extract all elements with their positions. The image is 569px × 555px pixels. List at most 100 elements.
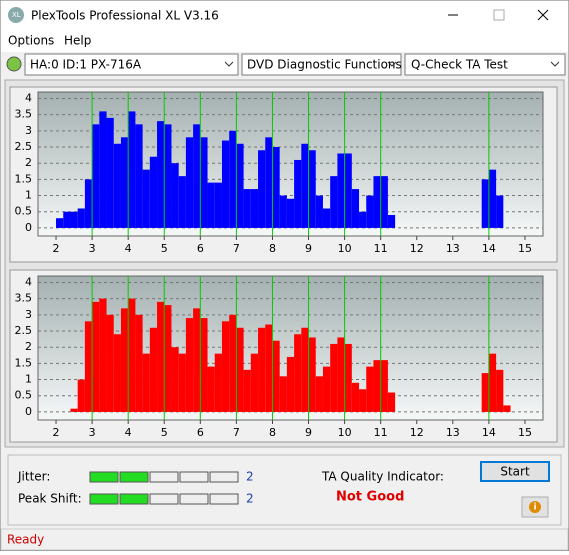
- bar: [344, 153, 352, 228]
- x-tick-label: 4: [125, 426, 132, 439]
- maximize-button[interactable]: [493, 9, 505, 21]
- x-tick-label: 5: [161, 426, 168, 439]
- status-text: Ready: [7, 533, 44, 547]
- x-tick-label: 3: [89, 242, 96, 255]
- indicator-lit: [119, 493, 149, 505]
- indicator-off: [179, 471, 209, 483]
- bar: [272, 340, 280, 412]
- bar: [135, 314, 143, 412]
- drive-dropdown[interactable]: [24, 53, 239, 76]
- bar: [359, 211, 367, 228]
- x-tick-label: 12: [410, 426, 424, 439]
- y-tick-label: 2: [25, 156, 32, 169]
- bar: [99, 111, 107, 228]
- indicator-off: [179, 493, 209, 505]
- menu-item[interactable]: Options: [8, 34, 54, 48]
- x-tick-label: 3: [89, 426, 96, 439]
- bar: [149, 327, 158, 412]
- bar: [258, 150, 266, 228]
- indicator-lit: [119, 471, 149, 483]
- y-tick-label: 1.5: [15, 356, 33, 369]
- bar: [236, 327, 244, 412]
- bar: [279, 376, 287, 412]
- x-tick-label: 13: [446, 242, 460, 255]
- x-tick-label: 15: [518, 426, 532, 439]
- indicator-lit: [89, 493, 119, 505]
- bar: [229, 130, 237, 228]
- x-tick-label: 10: [338, 426, 352, 439]
- bar: [120, 308, 129, 412]
- bar: [481, 179, 489, 228]
- bar: [142, 353, 150, 412]
- bar: [272, 147, 280, 228]
- app-icon-glyph: XL: [12, 11, 21, 19]
- bar: [481, 373, 489, 412]
- y-tick-label: 2: [25, 340, 32, 353]
- x-tick-label: 9: [305, 242, 312, 255]
- bar: [488, 169, 497, 228]
- bar: [308, 150, 316, 228]
- x-tick-label: 10: [338, 242, 352, 255]
- function-dropdown[interactable]: [241, 53, 402, 76]
- bar: [113, 143, 121, 228]
- bar: [185, 318, 194, 412]
- bar: [250, 189, 259, 228]
- bar: [294, 159, 302, 228]
- dropdown-arrow: [550, 61, 560, 67]
- y-tick-label: 1: [25, 373, 32, 386]
- bar: [301, 143, 309, 228]
- y-tick-label: 3: [25, 124, 32, 137]
- bar: [258, 327, 266, 412]
- jitter-label: Jitter:: [17, 470, 50, 484]
- x-tick-label: 6: [197, 242, 204, 255]
- indicator-off: [149, 493, 179, 505]
- menu-item[interactable]: Help: [64, 34, 91, 48]
- bar: [315, 195, 323, 228]
- x-tick-label: 2: [53, 426, 60, 439]
- y-tick-label: 0: [25, 405, 32, 418]
- indicator-lit: [89, 471, 119, 483]
- y-tick-label: 2.5: [15, 324, 33, 337]
- bar: [488, 353, 497, 412]
- x-tick-label: 14: [482, 242, 496, 255]
- bar: [250, 353, 259, 412]
- indicator-off: [149, 471, 179, 483]
- y-tick-label: 4: [25, 275, 32, 288]
- bar: [496, 195, 504, 228]
- close-button[interactable]: [537, 9, 549, 21]
- bar: [265, 137, 273, 228]
- bar: [344, 343, 352, 412]
- bar: [128, 298, 136, 412]
- start-button-label: Start: [500, 465, 530, 479]
- bar: [330, 343, 338, 412]
- bar: [359, 389, 367, 412]
- info-icon: [529, 501, 541, 513]
- bar: [366, 195, 374, 228]
- bar: [337, 153, 345, 228]
- result-panel: [7, 454, 562, 526]
- bar: [214, 353, 222, 412]
- bar: [70, 408, 78, 412]
- bar: [200, 318, 208, 412]
- start-button[interactable]: [480, 461, 550, 482]
- bar: [351, 189, 360, 228]
- test-label: Q-Check TA Test: [411, 58, 508, 72]
- bar: [387, 214, 396, 228]
- bar: [171, 347, 179, 412]
- y-tick-label: 2.5: [15, 140, 33, 153]
- test-dropdown[interactable]: [404, 53, 566, 76]
- bar: [56, 218, 64, 228]
- bar: [99, 298, 107, 412]
- bar: [243, 369, 251, 412]
- bar: [128, 111, 136, 228]
- x-tick-label: 15: [518, 242, 532, 255]
- peak-shift-label: Peak Shift:: [18, 492, 82, 506]
- bar: [77, 208, 85, 228]
- dropdown-arrow: [387, 61, 397, 67]
- app-icon: [8, 7, 24, 23]
- bar: [135, 124, 143, 228]
- jitter-value: 2: [246, 470, 254, 484]
- drive-icon: [6, 56, 22, 72]
- bar: [70, 211, 78, 228]
